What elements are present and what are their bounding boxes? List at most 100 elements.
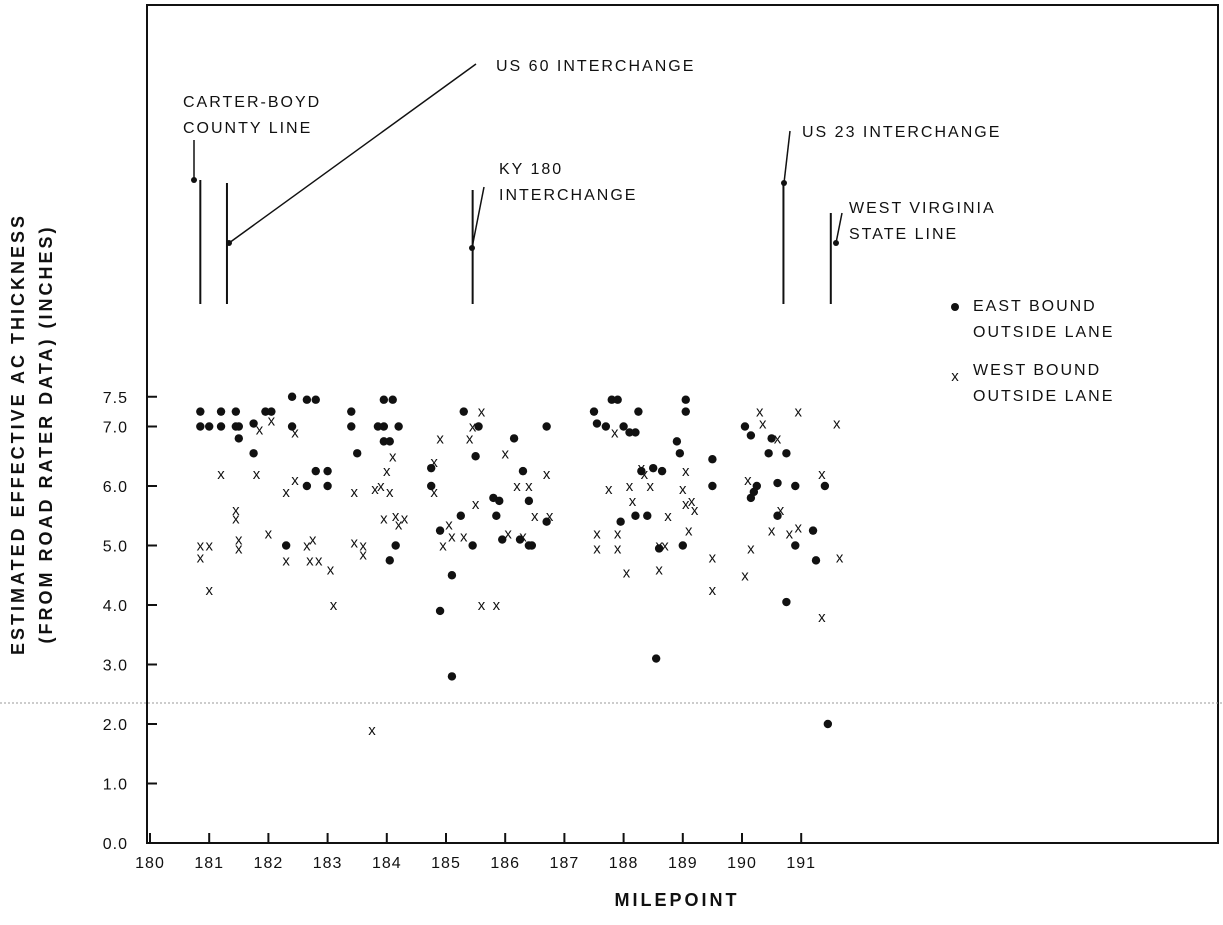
data-point-westbound: x xyxy=(679,481,687,498)
data-point-westbound: x xyxy=(217,466,225,483)
marker-arrowhead xyxy=(833,240,839,246)
data-point-westbound: x xyxy=(303,538,311,555)
data-point-westbound: x xyxy=(682,496,690,513)
data-point-westbound: x xyxy=(744,472,752,489)
x-tick-label: 187 xyxy=(550,855,580,872)
data-point-westbound: x xyxy=(327,561,335,578)
data-point-westbound: x xyxy=(747,540,755,557)
data-point-westbound: x xyxy=(513,478,521,495)
data-point-westbound: x xyxy=(448,529,456,546)
data-point-eastbound xyxy=(643,511,652,520)
data-point-eastbound xyxy=(678,541,687,550)
data-point-eastbound xyxy=(811,556,821,565)
marker-arrowhead xyxy=(226,240,232,246)
data-point-westbound: x xyxy=(768,523,776,540)
data-point-eastbound xyxy=(527,541,537,550)
data-point-westbound: x xyxy=(377,478,385,495)
data-point-westbound: x xyxy=(368,722,376,739)
data-point-eastbound xyxy=(205,422,214,431)
y-tick-label: 1.0 xyxy=(103,777,128,794)
data-point-eastbound xyxy=(427,463,436,473)
legend-label-west-line2: OUTSIDE LANE xyxy=(973,388,1114,405)
marker-callout-arrow xyxy=(835,212,843,244)
data-point-westbound: x xyxy=(315,552,323,569)
data-point-westbound: x xyxy=(546,508,554,525)
data-point-westbound: x xyxy=(205,538,213,555)
y-axis-ticks: 0.0 1.0 2.0 3.0 4.0 5.0 6.0 7.0 7.5 xyxy=(103,390,157,853)
data-point-eastbound xyxy=(391,541,400,550)
data-point-eastbound xyxy=(379,437,389,446)
data-point-eastbound xyxy=(773,478,782,488)
data-point-westbound: x xyxy=(493,597,501,614)
y-tick-label: 6.0 xyxy=(103,479,128,496)
data-point-eastbound xyxy=(607,395,616,404)
data-point-westbound: x xyxy=(445,517,453,534)
y-tick-label: 2.0 xyxy=(103,717,128,734)
data-point-eastbound xyxy=(752,481,761,491)
data-point-westbound: x xyxy=(641,466,649,483)
x-tick-label: 185 xyxy=(431,855,461,872)
x-tick-label: 182 xyxy=(254,855,284,872)
data-point-eastbound xyxy=(651,654,661,663)
data-point-westbound: x xyxy=(593,540,601,557)
legend-label-east-line1: EAST BOUND xyxy=(973,298,1097,315)
data-point-eastbound xyxy=(447,571,457,580)
data-point-eastbound xyxy=(323,466,332,476)
data-point-eastbound xyxy=(634,407,643,416)
data-point-westbound: x xyxy=(774,430,782,447)
data-point-eastbound xyxy=(353,449,362,458)
data-point-eastbound xyxy=(708,455,717,464)
data-point-westbound: x xyxy=(794,404,802,421)
data-point-eastbound xyxy=(631,428,640,437)
data-point-westbound: x xyxy=(709,549,717,566)
event-markers: CARTER-BOYD COUNTY LINE US 60 INTERCHANGE K… xyxy=(183,58,999,304)
data-point-westbound: x xyxy=(439,538,447,555)
data-point-eastbound xyxy=(261,407,270,416)
data-point-eastbound xyxy=(675,449,685,458)
data-point-eastbound xyxy=(592,419,602,428)
x-tick-label: 188 xyxy=(609,855,639,872)
data-point-westbound: x xyxy=(282,484,290,501)
marker-arrowhead xyxy=(781,180,787,186)
data-point-westbound: x xyxy=(759,416,767,433)
data-point-eastbound xyxy=(427,481,436,491)
y-tick-label: 5.0 xyxy=(103,539,128,556)
data-point-eastbound xyxy=(385,556,394,565)
data-point-westbound: x xyxy=(682,463,690,480)
data-point-eastbound xyxy=(456,511,465,520)
data-point-eastbound xyxy=(782,597,791,607)
data-point-eastbound xyxy=(767,434,776,443)
data-point-westbound: x xyxy=(197,549,205,566)
data-point-westbound: x xyxy=(436,430,444,447)
data-point-westbound: x xyxy=(350,535,358,552)
data-point-eastbound xyxy=(509,434,519,443)
y-axis-title-line2: (FROM ROAD RATER DATA) (INCHES) xyxy=(36,225,56,644)
legend-label-west-line1: WEST BOUND xyxy=(973,362,1101,379)
data-point-eastbound xyxy=(495,496,504,506)
legend-label-east-line2: OUTSIDE LANE xyxy=(973,324,1114,341)
data-point-eastbound xyxy=(515,535,525,544)
data-point-westbound: x xyxy=(777,502,785,519)
data-point-westbound: x xyxy=(614,526,622,543)
x-tick-label: 190 xyxy=(727,855,757,872)
x-axis-ticks: 180 181 182 183 184 185 186 187 188 189 190 191 xyxy=(135,833,815,872)
data-point-westbound: x xyxy=(235,532,243,549)
data-point-westbound: x xyxy=(756,404,764,421)
marker-label: STATE LINE xyxy=(849,226,958,243)
data-point-westbound: x xyxy=(646,478,654,495)
data-point-westbound: x xyxy=(430,454,438,471)
data-point-eastbound xyxy=(498,535,507,544)
data-point-westbound: x xyxy=(685,523,693,540)
data-point-westbound: x xyxy=(836,549,844,566)
data-point-eastbound xyxy=(518,466,528,476)
y-tick-label: 4.0 xyxy=(103,598,128,615)
x-tick-label: 181 xyxy=(194,855,224,872)
marker-callout-arrow xyxy=(228,63,477,244)
legend-x-marker: x xyxy=(951,368,959,385)
data-point-eastbound xyxy=(808,526,818,535)
data-point-westbound: x xyxy=(268,413,276,430)
data-point-westbound: x xyxy=(638,460,646,477)
data-point-westbound: x xyxy=(655,538,663,555)
data-point-eastbound xyxy=(311,395,320,404)
